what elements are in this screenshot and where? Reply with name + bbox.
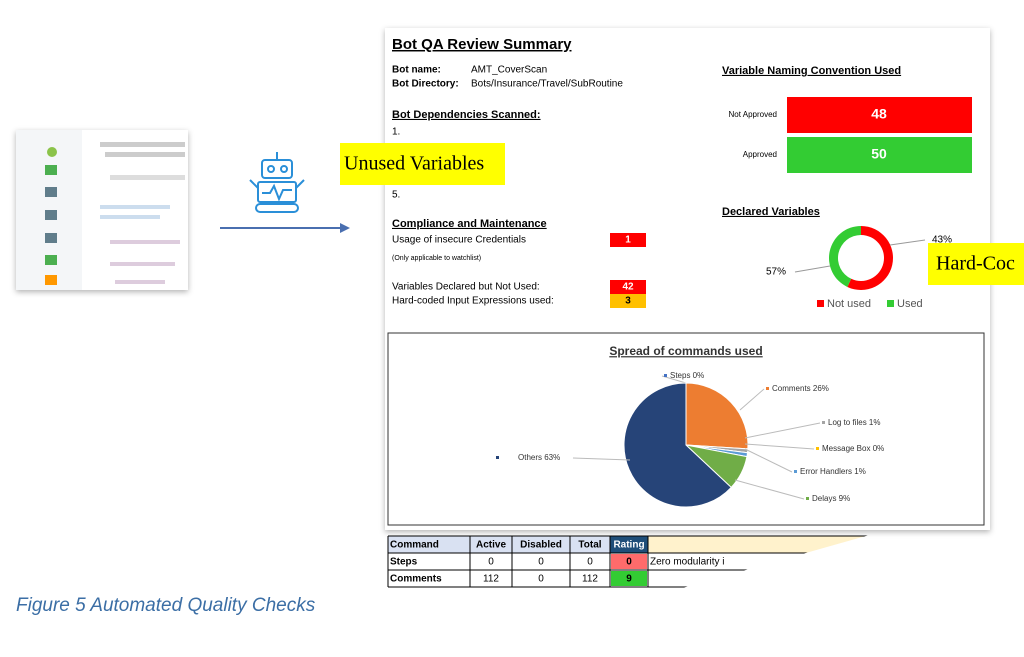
legend-dot [664, 374, 667, 377]
category-label: Approved [743, 150, 777, 159]
pie-label: Error Handlers 1% [800, 467, 866, 476]
compliance-label: Usage of insecure Credentials [392, 235, 526, 246]
table-cell: 112 [483, 574, 499, 585]
compliance-label: Variables Declared but Not Used: [392, 282, 540, 293]
legend-swatch [817, 300, 824, 307]
table-cell: 0 [488, 557, 494, 568]
section-heading: Bot Dependencies Scanned: [392, 109, 541, 121]
legend-dot [806, 497, 809, 500]
legend-dot [766, 387, 769, 390]
badge [610, 294, 646, 308]
badge-value: 1 [625, 235, 631, 246]
callout [928, 243, 1024, 285]
arrow [220, 223, 350, 233]
table-cell: 0 [538, 574, 544, 585]
table-header-bg [610, 536, 648, 553]
pie-slice [685, 382, 749, 450]
dependency-item: 1. [392, 127, 400, 138]
rating-cell [611, 571, 647, 586]
robot-icon [249, 152, 305, 213]
leader [794, 265, 831, 273]
donut-slice [828, 226, 861, 287]
rating-cell [611, 554, 647, 569]
badge [610, 280, 646, 294]
report-title: Bot QA Review Summary [392, 36, 572, 53]
compliance-label: Hard-coded Input Expressions used: [392, 296, 554, 307]
donut-label: 43% [932, 235, 952, 246]
table-header: Command [390, 540, 439, 551]
info-value: AMT_CoverScan [471, 65, 547, 76]
table-cell: Steps [390, 557, 418, 568]
note: (Only applicable to watchlist) [392, 255, 481, 262]
table-cell: 0 [626, 557, 632, 568]
pie-label: Comments 26% [772, 384, 829, 393]
dependency-item: 5. [392, 190, 400, 201]
thumbnail [16, 130, 188, 290]
leader [734, 479, 805, 500]
leader [739, 388, 765, 411]
category-label: Not Approved [729, 110, 777, 119]
callout [340, 143, 505, 185]
pie-label: Delays 9% [812, 494, 850, 503]
legend-label: Not used [827, 298, 871, 310]
leader [661, 375, 687, 384]
caption: Figure 5 Automated Quality Checks [16, 595, 316, 616]
leader [744, 422, 821, 439]
legend-label: Used [897, 298, 923, 310]
table-header: Total [578, 540, 601, 551]
table-header: Disabled [520, 540, 562, 551]
bar-value: 50 [871, 146, 887, 162]
leader [744, 448, 793, 473]
leader [889, 239, 926, 246]
pie-slice [623, 382, 732, 508]
section-heading: Variable Naming Convention Used [722, 65, 901, 77]
pie-label: Others 63% [518, 453, 560, 462]
legend-dot [794, 470, 797, 473]
callout-text: Hard-Coc [936, 253, 1015, 275]
legend-dot [822, 421, 825, 424]
info-label: Bot name: [392, 65, 441, 76]
bar [787, 97, 972, 133]
table-cell: 112 [582, 574, 598, 585]
pie-label: Log to files 1% [828, 418, 880, 427]
pie-title: Spread of commands used [609, 344, 762, 358]
info-label: Bot Directory: [392, 79, 459, 90]
badge-value: 42 [622, 282, 634, 293]
table-header: Active [476, 540, 506, 551]
bar-value: 48 [871, 106, 887, 122]
table-cell: 9 [626, 574, 632, 585]
table-cell: 0 [538, 557, 544, 568]
section-heading: Declared Variables [722, 206, 820, 218]
command-table: Command Active Disabled Total Rating Steps 0 0 0… [387, 535, 880, 588]
pie-label: Message Box 0% [822, 444, 884, 453]
pie-label: Steps 0% [670, 371, 704, 380]
table-cell: 0 [587, 557, 593, 568]
leader [572, 457, 631, 461]
badge [610, 233, 646, 247]
legend-dot [816, 447, 819, 450]
section-heading: Compliance and Maintenance [392, 218, 547, 230]
table-header-bg [388, 536, 648, 553]
badge-value: 3 [625, 296, 631, 307]
donut-label: 57% [766, 267, 786, 278]
table-cell: Comments [390, 574, 442, 585]
bar [787, 137, 972, 173]
donut-slice [847, 226, 893, 290]
leader [744, 443, 815, 450]
table-header-bg [648, 536, 880, 553]
table-header: Rating [613, 540, 644, 551]
legend-dot [496, 456, 499, 459]
legend-swatch [887, 300, 894, 307]
callout-text: Unused Variables [344, 153, 484, 175]
info-value: Bots/Insurance/Travel/SubRoutine [471, 79, 623, 90]
table-cell: Zero modularity i [650, 557, 724, 568]
